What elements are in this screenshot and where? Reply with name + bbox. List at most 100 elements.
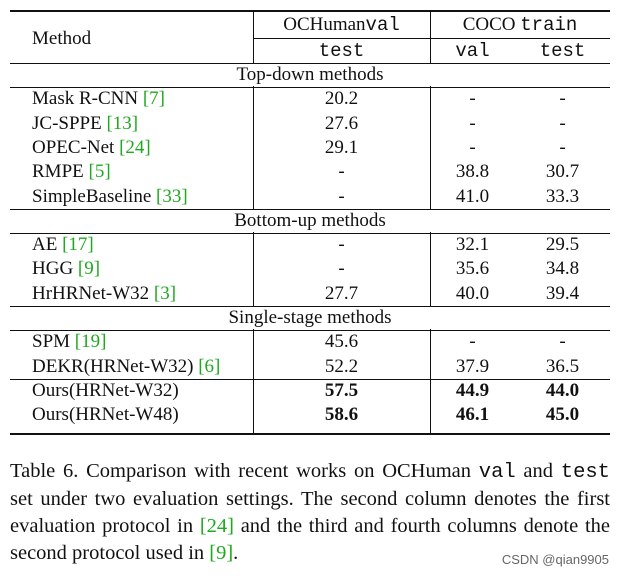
cell-coco-test: 33.3	[545, 185, 580, 207]
cell-ochuman-test: -	[338, 234, 345, 256]
citation-link[interactable]: [3]	[153, 282, 177, 304]
method-label: AE	[32, 234, 63, 256]
caption-text-2: and	[515, 460, 561, 482]
table-top-rule	[10, 10, 610, 12]
cell-coco-val: 32.1	[455, 234, 490, 256]
method-label: SimpleBaseline	[32, 185, 157, 207]
method-name: HrHRNet-W32 [3]	[32, 283, 176, 305]
header-bottom-rule	[10, 63, 610, 64]
method-label: HrHRNet-W32	[32, 282, 154, 304]
citation-link[interactable]: [5]	[88, 161, 111, 183]
cell-coco-test: 39.4	[545, 282, 580, 304]
header-ochuman-split: val	[365, 14, 400, 36]
method-name: SimpleBaseline [33]	[32, 186, 188, 208]
section-rule	[10, 233, 610, 235]
caption-mono-test: test	[560, 461, 610, 484]
section-end-rule	[10, 306, 610, 307]
cell-ochuman-test: 29.1	[324, 136, 359, 158]
method-name: Ours(HRNet-W32)	[32, 379, 179, 401]
header-mid-rule	[253, 38, 610, 39]
caption-text-4: and the third and fourth columns denote …	[10, 515, 610, 564]
caption-cite-9[interactable]: [9]	[209, 542, 234, 564]
section-end-rule	[10, 208, 610, 210]
citation-link[interactable]: [17]	[62, 234, 94, 256]
header-method: Method	[32, 28, 92, 49]
cell-coco-test: 36.5	[545, 355, 580, 377]
method-name: AE [17]	[32, 234, 94, 256]
cell-ochuman-test: -	[338, 185, 345, 207]
cell-coco-val: 46.1	[455, 404, 490, 426]
header-coco: COCO train	[430, 14, 610, 36]
method-name: JC-SPPE [13]	[32, 113, 138, 135]
cell-coco-test: 45.0	[545, 404, 580, 426]
citation-link[interactable]: [33]	[156, 185, 188, 207]
section-title: Bottom-up methods	[10, 209, 610, 232]
citation-link[interactable]: [24]	[119, 136, 151, 158]
method-label: Mask R-CNN	[32, 88, 143, 110]
cell-ochuman-test: 57.5	[324, 379, 359, 401]
citation-link[interactable]: [6]	[198, 355, 221, 377]
cell-coco-test: -	[559, 88, 566, 110]
cell-coco-val: -	[469, 331, 476, 353]
header-ochuman-test: test	[318, 40, 365, 62]
cell-coco-val: -	[469, 112, 476, 134]
citation-link[interactable]: [13]	[106, 112, 139, 134]
watermark: CSDN @qian9905	[501, 552, 609, 567]
cell-coco-val: 40.0	[455, 282, 490, 304]
method-label: HGG	[32, 258, 78, 280]
caption-text-3: set under two evaluation settings. The s…	[10, 488, 610, 537]
cell-ochuman-test: 52.2	[324, 355, 359, 377]
method-name: HGG [9]	[32, 258, 100, 280]
caption-mono-val: val	[478, 461, 516, 484]
cell-coco-test: -	[559, 136, 566, 158]
cell-coco-val: 44.9	[455, 379, 490, 401]
caption-text-1: Table 6. Comparison with recent works on…	[10, 460, 479, 482]
method-name: Ours(HRNet-W48)	[32, 404, 179, 426]
cell-ochuman-test: 45.6	[324, 331, 359, 353]
section-title: Top-down methods	[10, 64, 610, 86]
cell-coco-test: -	[559, 112, 566, 134]
cell-coco-test: -	[559, 331, 566, 353]
cell-ochuman-test: -	[338, 161, 345, 183]
cell-ochuman-test: 27.7	[324, 282, 359, 304]
cell-coco-val: 38.8	[455, 161, 490, 183]
cell-coco-val: -	[469, 88, 476, 110]
section-title: Single-stage methods	[10, 307, 610, 329]
citation-link[interactable]: [19]	[74, 331, 107, 353]
cell-ochuman-test: 20.2	[324, 88, 359, 110]
cell-ochuman-test: 27.6	[324, 112, 359, 134]
cell-coco-val: 35.6	[455, 258, 490, 280]
cell-coco-val: 41.0	[455, 185, 490, 207]
method-name: SPM [19]	[32, 331, 106, 353]
header-ochuman: OCHumanval	[253, 14, 430, 36]
section-rule	[10, 87, 610, 89]
method-name: RMPE [5]	[32, 161, 111, 183]
method-name: Mask R-CNN [7]	[32, 88, 165, 110]
cell-coco-test: 34.8	[545, 258, 580, 280]
table-bottom-rule	[10, 433, 610, 435]
table-caption: Table 6. Comparison with recent works on…	[10, 458, 610, 567]
method-label: OPEC-Net	[32, 136, 120, 158]
cell-coco-val: -	[469, 136, 476, 158]
cell-coco-val: 37.9	[455, 355, 490, 377]
cell-coco-test: 30.7	[545, 161, 580, 183]
method-name: OPEC-Net [24]	[32, 137, 151, 159]
method-name: DEKR(HRNet-W32) [6]	[32, 356, 220, 378]
header-coco-val: val	[455, 40, 490, 62]
method-label: JC-SPPE	[32, 112, 107, 134]
citation-link[interactable]: [9]	[77, 258, 101, 280]
section-rule	[10, 330, 610, 332]
header-coco-label: COCO	[462, 14, 516, 35]
citation-link[interactable]: [7]	[142, 88, 165, 110]
header-coco-test: test	[539, 40, 586, 62]
method-label: SPM	[32, 331, 75, 353]
cell-ochuman-test: -	[338, 258, 345, 280]
caption-cite-24[interactable]: [24]	[199, 515, 234, 537]
method-label: DEKR(HRNet-W32)	[32, 355, 199, 377]
cell-ochuman-test: 58.6	[324, 404, 359, 426]
section-end-rule	[10, 378, 610, 380]
cell-coco-test: 29.5	[545, 234, 580, 256]
method-label: RMPE	[32, 161, 89, 183]
caption-text-5: .	[233, 542, 239, 564]
header-coco-split: train	[520, 14, 578, 36]
